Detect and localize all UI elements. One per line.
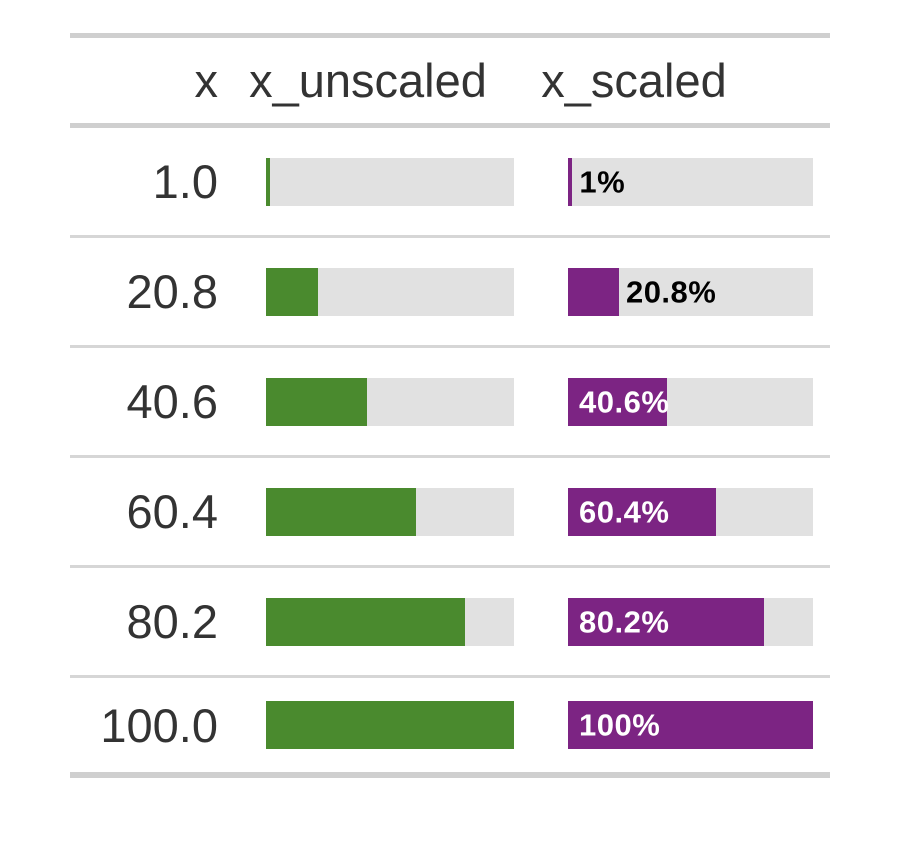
x-value: 80.2 xyxy=(126,595,218,648)
unscaled-bar-track xyxy=(266,157,514,206)
table-row: 100.0 100% xyxy=(70,678,830,778)
scaled-bar-label: 1% xyxy=(579,164,626,199)
x-scaled-cell: 1% xyxy=(538,157,830,206)
table-row: 40.6 40.6% xyxy=(70,348,830,458)
x-scaled-cell: 20.8% xyxy=(538,267,830,316)
x-scaled-cell: 60.4% xyxy=(538,487,830,536)
x-unscaled-cell xyxy=(242,377,538,426)
unscaled-bar-track xyxy=(266,487,514,536)
scaled-bar-track: 20.8% xyxy=(568,267,813,316)
x-scaled-cell: 40.6% xyxy=(538,377,830,426)
unscaled-bar-fill xyxy=(266,701,514,749)
x-unscaled-cell xyxy=(242,157,538,206)
scaled-bar-fill xyxy=(568,267,619,316)
unscaled-bar-track xyxy=(266,701,514,749)
x-unscaled-cell xyxy=(242,701,538,749)
scaled-bar-label: 20.8% xyxy=(625,274,717,309)
unscaled-bar-track xyxy=(266,267,514,316)
unscaled-bar-fill xyxy=(266,267,318,316)
scaled-bar-track: 100% xyxy=(568,701,813,749)
x-value: 60.4 xyxy=(126,485,218,538)
scaled-bar-label: 40.6% xyxy=(579,384,670,419)
x-value: 100.0 xyxy=(100,698,218,752)
table-row: 80.2 80.2% xyxy=(70,568,830,678)
scaled-bar-label: 60.4% xyxy=(579,494,670,529)
unscaled-bar-track xyxy=(266,597,514,646)
table-header-row: x x_unscaled x_scaled xyxy=(70,33,830,128)
scaled-bar-label: 100% xyxy=(579,707,661,743)
scaled-bar-track: 80.2% xyxy=(568,597,813,646)
scaled-bar-label: 80.2% xyxy=(579,604,670,639)
x-unscaled-cell xyxy=(242,267,538,316)
table-row: 20.8 20.8% xyxy=(70,238,830,348)
scaled-bar-track: 1% xyxy=(568,157,813,206)
unscaled-bar-fill xyxy=(266,377,367,426)
scaled-bar-track: 40.6% xyxy=(568,377,813,426)
unscaled-bar-fill xyxy=(266,597,465,646)
table-body: 1.0 1% 20.8 20.8% 40.6 xyxy=(70,128,830,778)
x-unscaled-cell xyxy=(242,487,538,536)
unscaled-bar-fill xyxy=(266,157,270,206)
scaled-bar-track: 60.4% xyxy=(568,487,813,536)
x-value: 1.0 xyxy=(152,155,218,208)
table-row: 1.0 1% xyxy=(70,128,830,238)
scaled-bar-fill xyxy=(568,597,765,646)
x-value: 20.8 xyxy=(126,265,218,318)
column-header-x: x xyxy=(194,54,219,107)
column-header-x-scaled: x_scaled xyxy=(541,54,727,107)
unscaled-bar-track xyxy=(266,377,514,426)
x-scaled-cell: 80.2% xyxy=(538,597,830,646)
x-scaled-cell: 100% xyxy=(538,701,830,749)
scaled-bar-fill xyxy=(568,157,572,206)
unscaled-bar-fill xyxy=(266,487,416,536)
scaled-bar-fill xyxy=(568,377,668,426)
scaled-bar-fill xyxy=(568,487,716,536)
x-unscaled-cell xyxy=(242,597,538,646)
column-header-x-unscaled: x_unscaled xyxy=(249,54,487,107)
scaled-bar-fill xyxy=(568,701,813,749)
data-table: x x_unscaled x_scaled 1.0 1% 20.8 xyxy=(70,33,830,778)
x-value: 40.6 xyxy=(126,375,218,428)
table-row: 60.4 60.4% xyxy=(70,458,830,568)
